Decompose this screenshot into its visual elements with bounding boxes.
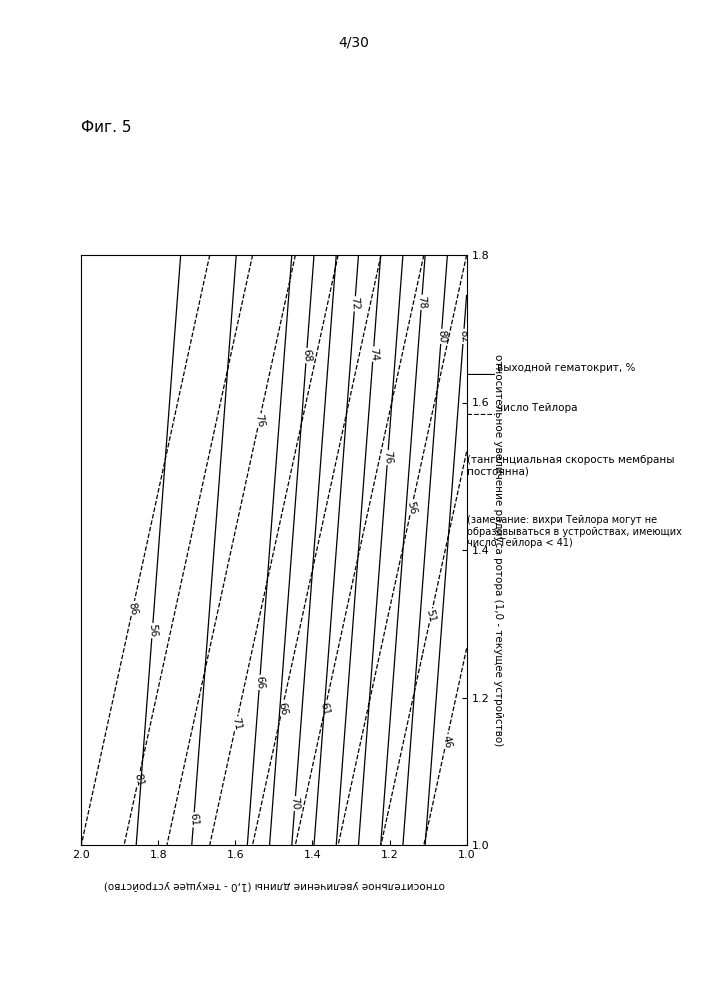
Text: 76: 76 [382,451,393,465]
Text: 86: 86 [127,601,139,616]
Text: 56: 56 [147,624,158,638]
Text: Фиг. 5: Фиг. 5 [81,120,132,135]
Text: 46: 46 [440,734,452,749]
Text: 80: 80 [436,329,447,343]
X-axis label: относительное увеличение длины (1,0 - текущее устройство): относительное увеличение длины (1,0 - те… [103,880,445,890]
Text: 82: 82 [458,329,469,343]
Text: 66: 66 [276,701,288,716]
Text: 72: 72 [349,297,361,311]
Y-axis label: относительное увеличение радиуса ротора (1,0 - текущее устройство): относительное увеличение радиуса ротора … [493,354,503,746]
Text: число Тейлора: число Тейлора [497,403,578,413]
Text: 61: 61 [188,813,199,827]
Text: 68: 68 [301,349,312,363]
Text: 4/30: 4/30 [338,35,369,49]
Text: 70: 70 [289,797,300,811]
Text: 66: 66 [254,675,265,689]
Text: 51: 51 [425,608,437,623]
Text: 71: 71 [230,716,243,731]
Text: 56: 56 [405,500,418,515]
Text: выходной гематокрит, %: выходной гематокрит, % [497,363,636,373]
Text: (тангенциальная скорость мембраны постоянна): (тангенциальная скорость мембраны постоя… [467,455,674,477]
Text: 76: 76 [253,413,266,428]
Text: 74: 74 [368,347,379,361]
Text: 81: 81 [132,772,144,787]
Text: (замечание: вихри Тейлора могут не образовываться в устройствах, имеющих число Т: (замечание: вихри Тейлора могут не образ… [467,515,682,548]
Text: 78: 78 [416,295,427,309]
Text: 61: 61 [319,701,332,716]
